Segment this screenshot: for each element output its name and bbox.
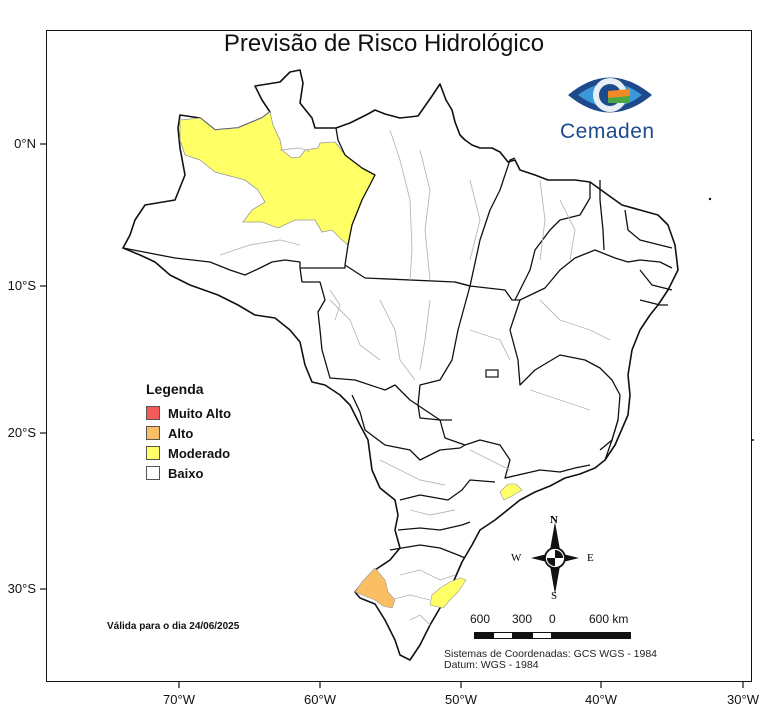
compass-s: S [551, 590, 558, 602]
risk-area-sp-coast [499, 483, 523, 501]
y-tick-label: 10°S [7, 278, 36, 293]
y-tick-label: 20°S [7, 425, 36, 440]
swatch-baixo [146, 466, 160, 480]
x-tick-label: 50°W [445, 692, 477, 707]
north-arrow [531, 522, 579, 594]
x-tick-label: 60°W [304, 692, 336, 707]
legend-item-baixo: Baixo [146, 463, 231, 483]
legend-label: Muito Alto [168, 405, 232, 421]
risk-area-rs-southwest [354, 567, 396, 609]
legend-title: Legenda [146, 381, 204, 397]
federal-district [485, 369, 499, 378]
x-tick-label: 70°W [163, 692, 195, 707]
legend-label: Alto [168, 425, 194, 441]
coordinate-system: Sistemas de Coordenadas: GCS WGS - 1984 … [444, 649, 657, 671]
compass-e: E [587, 552, 594, 564]
scale-label: 300 [512, 612, 533, 626]
swatch-alto [146, 426, 160, 440]
x-tick-label: 40°W [585, 692, 617, 707]
y-tick-label: 0°N [14, 136, 36, 151]
state-borders [122, 127, 673, 559]
axis-ticks [40, 143, 744, 688]
compass-w: W [511, 552, 522, 564]
legend-item-alto: Alto [146, 423, 231, 443]
legend: Legenda Muito Alto Alto Moderado Baixo [146, 381, 231, 483]
risk-area-rs-east [429, 577, 467, 609]
y-tick-label: 30°S [7, 581, 36, 596]
crs-line-1: Sistemas de Coordenadas: GCS WGS - 1984 [444, 648, 658, 660]
map-title: Previsão de Risco Hidrológico [223, 30, 545, 57]
legend-item-moderado: Moderado [146, 443, 231, 463]
map-frame [46, 30, 752, 682]
scale-bar [474, 632, 631, 639]
legend-label: Baixo [168, 465, 204, 481]
x-tick-label: 30°W [727, 692, 759, 707]
cemaden-logo-icon [568, 77, 652, 113]
scale-label: 0 [549, 612, 556, 626]
scale-label: 600 km [589, 612, 629, 626]
legend-item-muito-alto: Muito Alto [146, 403, 231, 423]
crs-line-2: Datum: WGS - 1984 [444, 659, 539, 671]
swatch-moderado [146, 446, 160, 460]
validity-date: Válida para o dia 24/06/2025 [107, 621, 240, 632]
compass-n: N [550, 514, 558, 526]
scale-label: 600 [470, 612, 491, 626]
swatch-muito-alto [146, 406, 160, 420]
region-borders [219, 129, 611, 626]
cemaden-logo-text: Cemaden [560, 120, 655, 143]
legend-label: Moderado [168, 445, 231, 461]
